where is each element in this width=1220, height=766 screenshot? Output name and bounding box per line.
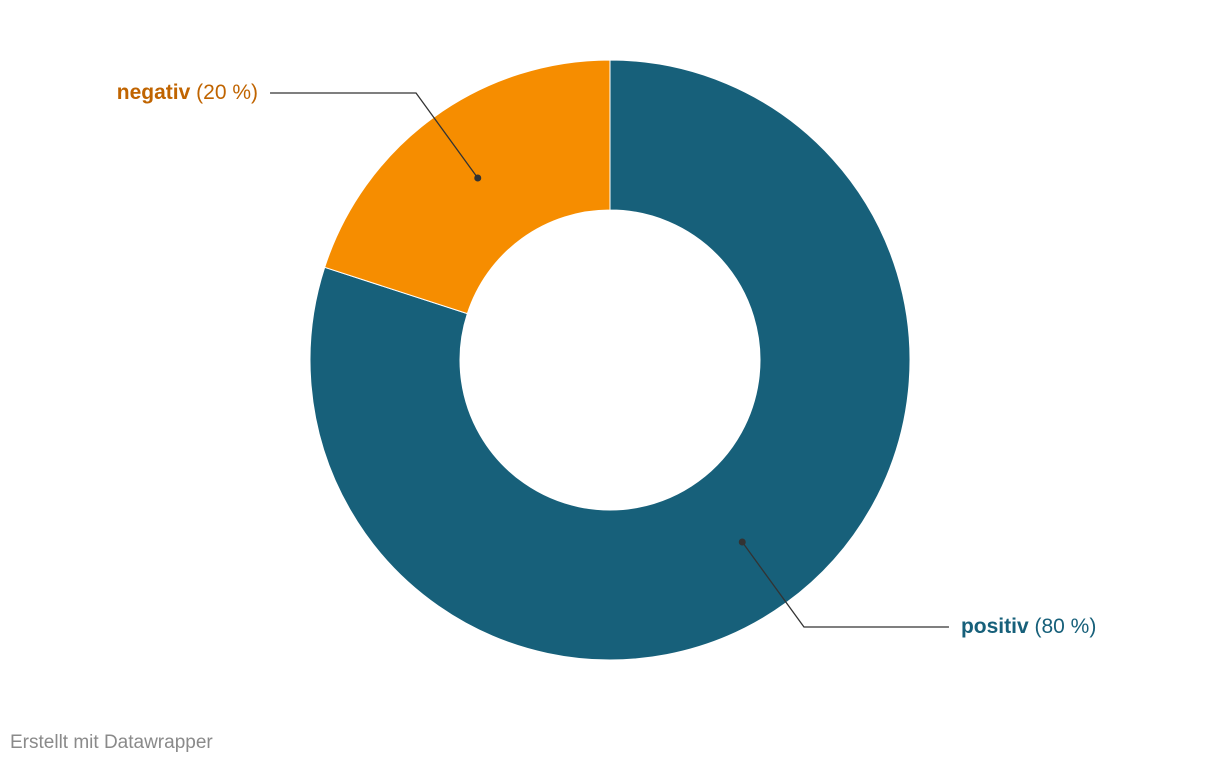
donut-slice <box>309 59 911 661</box>
leader-dot <box>474 174 482 182</box>
slice-label: negativ (20 %) <box>117 81 258 104</box>
slice-label: positiv (80 %) <box>961 615 1096 638</box>
credit: Erstellt mit Datawrapper <box>10 732 213 753</box>
leader-dot <box>738 538 746 546</box>
slice-name: positiv <box>961 615 1029 638</box>
slice-value: (20 %) <box>196 81 258 104</box>
donut-slice <box>324 59 611 315</box>
slice-name: negativ <box>117 81 191 104</box>
leader-line <box>270 92 479 179</box>
leader-line <box>741 541 949 628</box>
slice-value: (80 %) <box>1035 615 1097 638</box>
